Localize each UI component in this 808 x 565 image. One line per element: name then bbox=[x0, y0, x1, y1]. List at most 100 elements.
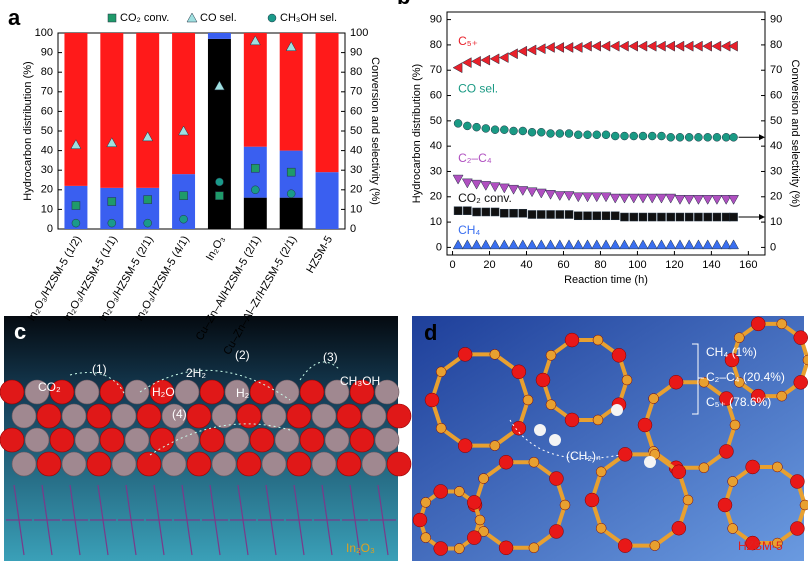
series-label: C₂–C₄ bbox=[458, 151, 492, 165]
panel-label: c bbox=[14, 319, 26, 344]
data-point bbox=[535, 43, 546, 55]
atom bbox=[374, 379, 400, 405]
y-tick-label: 20 bbox=[41, 184, 53, 196]
oxygen-atom bbox=[637, 417, 653, 433]
data-point bbox=[592, 130, 602, 140]
y2-tick-label: 90 bbox=[350, 47, 362, 59]
x-tick-label: 80 bbox=[594, 259, 606, 271]
y-tick-label: 70 bbox=[41, 86, 53, 98]
data-point bbox=[620, 212, 629, 222]
data-point bbox=[286, 189, 296, 198]
data-point bbox=[546, 129, 555, 138]
data-point bbox=[463, 206, 472, 215]
data-point bbox=[637, 40, 648, 52]
data-point bbox=[638, 212, 648, 222]
oxygen-atom bbox=[467, 530, 482, 545]
atom bbox=[136, 451, 162, 477]
silicon-atom bbox=[489, 349, 501, 360]
silicon-atom bbox=[776, 390, 787, 402]
y2-tick-label: 10 bbox=[350, 203, 362, 215]
atom bbox=[261, 451, 287, 477]
data-point bbox=[526, 44, 537, 56]
data-point bbox=[563, 239, 575, 250]
y-tick-label: 40 bbox=[430, 140, 442, 152]
data-point bbox=[684, 212, 694, 222]
x-axis-title: Reaction time (h) bbox=[564, 274, 648, 286]
atom bbox=[74, 379, 100, 405]
data-point bbox=[480, 239, 492, 250]
y2-tick-label: 0 bbox=[350, 223, 356, 235]
atom bbox=[199, 379, 225, 405]
atom bbox=[336, 451, 362, 477]
y-tick-label: 80 bbox=[430, 39, 442, 51]
bar-segment bbox=[279, 33, 303, 151]
bar-segment bbox=[243, 33, 267, 147]
bar-segment bbox=[172, 174, 196, 229]
data-point bbox=[554, 239, 566, 250]
silicon-atom bbox=[776, 318, 787, 330]
atom bbox=[236, 403, 262, 429]
atom bbox=[136, 403, 162, 429]
data-point bbox=[711, 40, 722, 52]
data-point bbox=[517, 239, 529, 250]
oxygen-atom bbox=[724, 352, 740, 368]
atom bbox=[0, 379, 25, 405]
data-point bbox=[582, 239, 593, 250]
data-point bbox=[490, 207, 500, 217]
data-point bbox=[471, 179, 483, 190]
data-point bbox=[461, 57, 472, 69]
y-tick-label: 30 bbox=[41, 164, 53, 176]
oxygen-atom bbox=[668, 374, 684, 390]
silicon-atom bbox=[698, 462, 710, 474]
bar-segment bbox=[172, 33, 196, 175]
data-point bbox=[674, 40, 685, 52]
oxygen-atom bbox=[584, 492, 600, 508]
data-point bbox=[490, 125, 500, 134]
hydrogen-atom bbox=[549, 434, 561, 446]
atom bbox=[249, 427, 275, 453]
atom bbox=[124, 379, 150, 405]
oxygen-atom bbox=[719, 391, 734, 406]
atom bbox=[49, 379, 75, 405]
atom bbox=[124, 427, 150, 453]
y-tick-label: 10 bbox=[430, 216, 442, 228]
data-point bbox=[600, 40, 611, 52]
data-point bbox=[555, 210, 565, 219]
legend-marker bbox=[186, 12, 198, 23]
atom bbox=[49, 427, 75, 453]
image-label: CH₄ (1%) bbox=[706, 345, 757, 359]
silicon-atom bbox=[772, 461, 783, 473]
atom bbox=[111, 451, 137, 477]
oxygen-atom bbox=[793, 375, 808, 390]
image-label: In₂O₃ bbox=[346, 541, 375, 555]
y2-tick-label: 40 bbox=[350, 145, 362, 157]
y2-tick-label: 60 bbox=[770, 89, 782, 101]
data-point bbox=[554, 191, 566, 202]
atom bbox=[0, 427, 25, 453]
oxygen-atom bbox=[424, 392, 440, 408]
data-point bbox=[618, 40, 629, 52]
data-point bbox=[702, 195, 714, 205]
decoration bbox=[0, 316, 808, 556]
data-point bbox=[610, 211, 620, 221]
data-point bbox=[694, 212, 703, 222]
data-point bbox=[143, 218, 152, 228]
atom bbox=[374, 427, 400, 453]
panel-label: b bbox=[397, 0, 410, 9]
data-point bbox=[675, 212, 685, 222]
oxygen-atom bbox=[564, 412, 580, 428]
y-tick-label: 80 bbox=[41, 66, 53, 78]
atom bbox=[361, 403, 387, 429]
data-point bbox=[583, 211, 592, 221]
data-point bbox=[463, 121, 472, 131]
image-label: CO₂ bbox=[38, 380, 61, 394]
silicon-atom bbox=[727, 523, 738, 534]
data-point bbox=[674, 195, 686, 205]
oxygen-atom bbox=[617, 447, 633, 462]
y-tick-label: 60 bbox=[41, 105, 53, 117]
atom bbox=[336, 403, 362, 429]
image-label: (2) bbox=[235, 348, 250, 362]
data-point bbox=[481, 207, 491, 217]
data-point bbox=[720, 239, 732, 250]
